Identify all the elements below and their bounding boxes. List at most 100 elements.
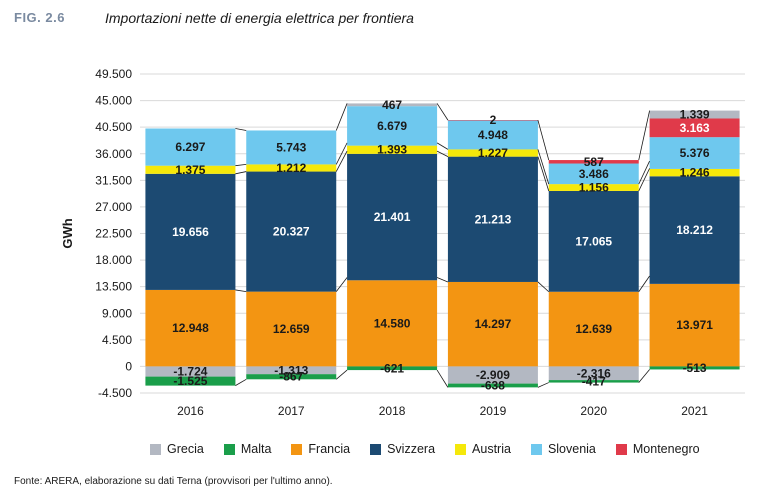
y-tick-label: 9.000 — [102, 306, 132, 320]
connector-line — [436, 277, 449, 283]
data-label: 13.971 — [676, 318, 713, 332]
legend-item-montenegro: Montenegro — [615, 442, 700, 456]
x-tick-label: 2021 — [681, 404, 708, 418]
data-label: -2.909 — [476, 368, 510, 382]
data-label: 17.065 — [575, 234, 612, 248]
bar-segment-slovenia — [347, 106, 438, 146]
connector-line — [335, 369, 348, 380]
bar-segment-svizzera — [347, 153, 438, 281]
data-label: 1.246 — [680, 166, 710, 180]
legend-item-francia: Francia — [291, 442, 350, 456]
bar-segment-grecia — [447, 366, 538, 384]
legend-item-svizzera: Svizzera — [370, 442, 435, 456]
bar-segment-malta — [548, 380, 639, 383]
bar-segment-malta — [145, 376, 236, 386]
data-label: 5.376 — [680, 146, 710, 160]
bar-segment-austria — [347, 145, 438, 154]
legend-label: Austria — [472, 442, 511, 456]
data-label: 1.393 — [377, 143, 407, 157]
data-label: -513 — [683, 361, 707, 375]
bar-segment-francia — [246, 291, 337, 367]
data-label: 6.297 — [175, 140, 205, 154]
data-label: -638 — [481, 378, 505, 392]
y-tick-label: 18.000 — [95, 253, 132, 267]
bar-segment-montenegro — [649, 118, 740, 138]
legend-label: Grecia — [167, 442, 204, 456]
data-label: 587 — [584, 155, 604, 169]
figure-title: Importazioni nette di energia elettrica … — [105, 10, 414, 26]
bar-segment-svizzera — [649, 176, 740, 284]
connector-line — [235, 378, 247, 386]
legend-swatch — [530, 443, 542, 455]
x-tick-label: 2018 — [379, 404, 406, 418]
connector-line — [638, 369, 650, 383]
connector-line — [436, 150, 449, 158]
data-label: 1.212 — [276, 161, 306, 175]
bar-segment-francia — [447, 281, 538, 367]
data-label: 19.656 — [172, 225, 209, 239]
bar-segment-francia — [649, 283, 740, 367]
x-tick-label: 2017 — [278, 404, 305, 418]
connector-line — [235, 163, 247, 167]
data-label: 12.639 — [575, 322, 612, 336]
legend-swatch — [150, 443, 161, 455]
connector-line — [638, 168, 650, 192]
data-label: 5.743 — [276, 140, 306, 154]
connector-line — [335, 142, 348, 165]
connector-line — [335, 277, 348, 292]
data-label: 20.327 — [273, 225, 310, 239]
bar-segment-svizzera — [447, 156, 538, 282]
bar-segment-grecia — [548, 366, 639, 381]
bar-segment-malta — [246, 374, 337, 380]
data-label: 1.339 — [680, 108, 710, 122]
bar-segment-francia — [145, 289, 236, 367]
bar-segment-slovenia — [649, 137, 740, 169]
bar-segment-slovenia — [246, 130, 337, 165]
data-label: 1.227 — [478, 146, 508, 160]
stacked-bar-chart: 12.948 19.656 1.375 6.297 -1.724-1.525 12.659… — [60, 67, 745, 418]
bar-segment-francia — [347, 280, 438, 367]
bar-segment-montenegro — [548, 160, 639, 164]
legend-label: Francia — [308, 442, 351, 456]
x-tick-label: 2016 — [177, 404, 204, 418]
y-tick-label: 40.500 — [95, 120, 132, 134]
bar-segment-grecia — [246, 366, 337, 375]
legend-swatch — [223, 443, 235, 455]
data-label: 18.212 — [676, 223, 713, 237]
bar-segment-svizzera — [145, 173, 236, 290]
x-tick-label: 2019 — [480, 404, 507, 418]
data-label: -1.525 — [173, 374, 207, 388]
y-tick-label: 45.000 — [95, 94, 132, 108]
legend-swatch — [370, 443, 382, 455]
legend-label: Svizzera — [387, 442, 436, 456]
bar-segment-slovenia — [548, 163, 639, 185]
figure-label: FIG. 2.6 — [14, 10, 65, 25]
data-label: 12.948 — [172, 321, 209, 335]
data-label: -2.316 — [577, 366, 611, 380]
connector-line — [335, 103, 348, 131]
data-label: -1.724 — [173, 365, 207, 379]
data-label: -417 — [582, 374, 606, 388]
y-tick-label: 0 — [125, 359, 132, 373]
legend-item-slovenia: Slovenia — [530, 442, 596, 456]
data-label: 12.659 — [273, 322, 310, 336]
bar-segment-svizzera — [246, 171, 337, 292]
connector-line — [436, 142, 449, 150]
bar-segment-grecia — [649, 110, 740, 119]
legend-label: Malta — [240, 442, 272, 456]
legend-swatch — [455, 443, 467, 455]
y-tick-label: 27.000 — [95, 200, 132, 214]
figure-source: Fonte: ARERA, elaborazione su dati Terna… — [14, 476, 333, 487]
connector-line — [537, 120, 550, 161]
bar-segment-slovenia — [145, 128, 236, 166]
bar-segment-austria — [649, 168, 740, 177]
legend-item-austria: Austria — [455, 442, 511, 456]
bar-segment-grecia — [145, 366, 236, 377]
data-label: 3.486 — [579, 167, 609, 181]
data-label: 21.213 — [475, 212, 512, 226]
legend-item-grecia: Grecia — [150, 442, 204, 456]
data-label: 21.401 — [374, 210, 411, 224]
bar-segment-malta — [649, 366, 740, 370]
connector-line — [537, 149, 550, 185]
connector-line — [335, 150, 348, 172]
